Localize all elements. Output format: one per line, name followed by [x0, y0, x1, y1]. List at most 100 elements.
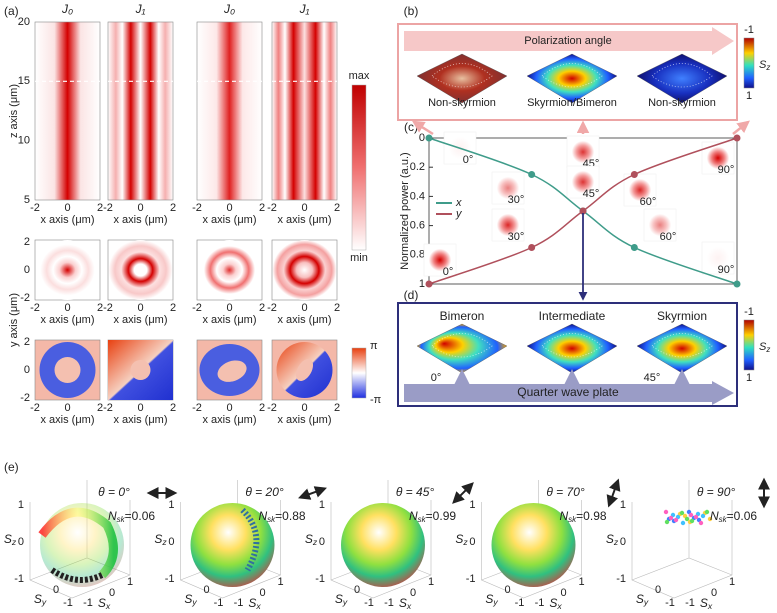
- label: 0: [226, 402, 232, 414]
- subscript: x: [707, 601, 713, 611]
- label: x axis (μm): [113, 414, 167, 426]
- poincare-sphere: [341, 503, 425, 587]
- label: -2: [30, 202, 40, 214]
- label: -1: [665, 597, 675, 609]
- symbol: N: [560, 509, 569, 523]
- symbol: S: [759, 59, 767, 71]
- label: (d): [404, 288, 419, 302]
- label: 2: [97, 302, 103, 314]
- stokes-point: [689, 518, 695, 524]
- symbol-label: Sx: [549, 596, 562, 611]
- nsk-label: Nsk=0.98: [560, 509, 607, 524]
- link-arrow: [732, 120, 750, 135]
- subscript: x: [255, 601, 261, 611]
- z-profile: [271, 21, 338, 201]
- label: 2: [334, 402, 340, 414]
- symbol: S: [248, 596, 256, 610]
- label: 2: [259, 202, 265, 214]
- inset-spot: [646, 211, 674, 239]
- series-point: [630, 171, 638, 178]
- inset-spot: [704, 144, 732, 172]
- label: 90°: [718, 264, 735, 276]
- series-point: [528, 244, 536, 251]
- label: -1: [515, 597, 525, 609]
- label: 0: [504, 584, 510, 596]
- label: x axis (μm): [113, 314, 167, 326]
- label: 0: [655, 584, 661, 596]
- label: 90°: [718, 164, 735, 176]
- label: 1: [729, 576, 735, 588]
- label: 1: [277, 576, 283, 588]
- stokes-point: [679, 510, 685, 516]
- label: 0.6: [410, 220, 425, 232]
- label: y axis (μm): [8, 293, 20, 347]
- label: 0: [137, 402, 143, 414]
- nsk-label: Nsk=0.06: [710, 509, 757, 524]
- label: -2: [267, 302, 277, 314]
- value: =0.98: [576, 509, 607, 523]
- label: 2: [97, 202, 103, 214]
- stokes-point: [664, 519, 670, 525]
- symbol-label: Sz: [455, 532, 468, 547]
- label: 1: [127, 576, 133, 588]
- subscript: sk: [117, 515, 126, 524]
- label: 0: [301, 402, 307, 414]
- label: 45°: [644, 372, 661, 384]
- series-point: [528, 171, 536, 178]
- label: max: [349, 70, 370, 82]
- symbol: S: [549, 596, 557, 610]
- symbol-label: Sy: [34, 592, 47, 607]
- label: -1: [315, 573, 325, 585]
- label: 0.2: [410, 161, 425, 173]
- label: θ = 70°: [546, 485, 585, 499]
- label: (b): [404, 4, 419, 18]
- symbol: N: [108, 509, 117, 523]
- label: -2: [267, 202, 277, 214]
- label: 60°: [660, 231, 677, 243]
- symbol: N: [259, 509, 268, 523]
- symbol: S: [305, 532, 313, 546]
- series-point: [733, 134, 741, 142]
- intensity-ring: [272, 240, 337, 300]
- symbol: S: [485, 592, 493, 606]
- label: 0: [301, 302, 307, 314]
- value: =0.88: [275, 509, 306, 523]
- label: θ = 0°: [98, 485, 130, 499]
- label: 1: [18, 499, 24, 511]
- label: -1: [535, 597, 545, 609]
- label: 0: [259, 587, 265, 599]
- panel-d-box: [397, 302, 738, 407]
- label: 0: [469, 536, 475, 548]
- sz-colorbar: [743, 319, 755, 371]
- waveplate-arrow: [404, 381, 734, 405]
- label: 2: [334, 202, 340, 214]
- label: z axis (μm): [8, 84, 20, 138]
- label: 0.8: [410, 249, 425, 261]
- label: 1: [746, 372, 752, 384]
- label: 1: [469, 499, 475, 511]
- symbol: N: [409, 509, 418, 523]
- spin-texture: [416, 323, 508, 374]
- label: x axis (μm): [202, 214, 256, 226]
- label: 0: [18, 536, 24, 548]
- inset-spot: [494, 211, 522, 239]
- label: Non-skyrmion: [648, 97, 716, 109]
- label: -2: [103, 202, 113, 214]
- label: x axis (μm): [277, 414, 331, 426]
- subscript: x: [406, 601, 412, 611]
- label: x axis (μm): [202, 414, 256, 426]
- label: -2: [103, 402, 113, 414]
- label: -1: [466, 573, 476, 585]
- label: -1: [234, 597, 244, 609]
- subscript: y: [342, 597, 348, 607]
- label: x axis (μm): [113, 214, 167, 226]
- label: 2: [170, 302, 176, 314]
- symbol: S: [154, 532, 162, 546]
- label: y: [455, 208, 463, 220]
- label: x axis (μm): [40, 414, 94, 426]
- label: 1: [319, 499, 325, 511]
- symbol: S: [606, 532, 614, 546]
- spin-texture: [636, 53, 728, 104]
- symbol: S: [4, 532, 12, 546]
- inset-spot: [626, 176, 654, 204]
